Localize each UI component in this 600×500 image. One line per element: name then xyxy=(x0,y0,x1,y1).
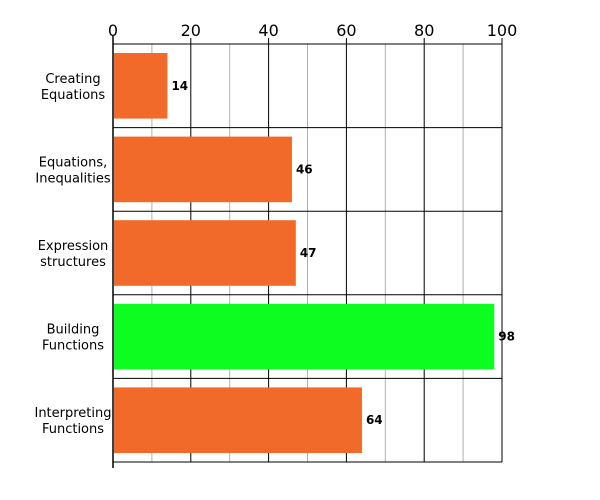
x-tick-label-40: 40 xyxy=(258,21,278,40)
bars xyxy=(114,53,495,453)
x-tick-label-80: 80 xyxy=(414,21,434,40)
category-label-4: Interpreting Functions xyxy=(34,406,111,437)
category-label-3: Building Functions xyxy=(42,323,104,354)
x-tick-label-20: 20 xyxy=(181,21,201,40)
grid-lines xyxy=(112,36,503,468)
value-label-0: 14 xyxy=(171,79,188,93)
x-tick-label-0: 0 xyxy=(108,21,118,40)
x-tick-labels: 0 20 40 60 80 100 xyxy=(108,21,517,40)
value-label-1: 46 xyxy=(296,162,313,176)
bar-1 xyxy=(114,136,292,203)
x-tick-label-60: 60 xyxy=(336,21,356,40)
category-labels: Creating Equations Equations, Inequalities E… xyxy=(34,72,111,437)
bar-2 xyxy=(114,220,296,286)
category-label-0: Creating Equations xyxy=(41,72,106,103)
category-label-1: Equations, Inequalities xyxy=(35,155,110,186)
value-label-3: 98 xyxy=(498,330,515,344)
bar-3 xyxy=(114,303,495,370)
category-label-2: Expression structures xyxy=(38,239,109,270)
bar-0 xyxy=(114,53,168,119)
x-tick-label-100: 100 xyxy=(487,21,518,40)
value-label-4: 64 xyxy=(366,413,383,427)
value-label-2: 47 xyxy=(300,246,317,260)
bar-4 xyxy=(114,387,362,453)
value-labels: 14 46 47 98 64 xyxy=(171,79,514,427)
